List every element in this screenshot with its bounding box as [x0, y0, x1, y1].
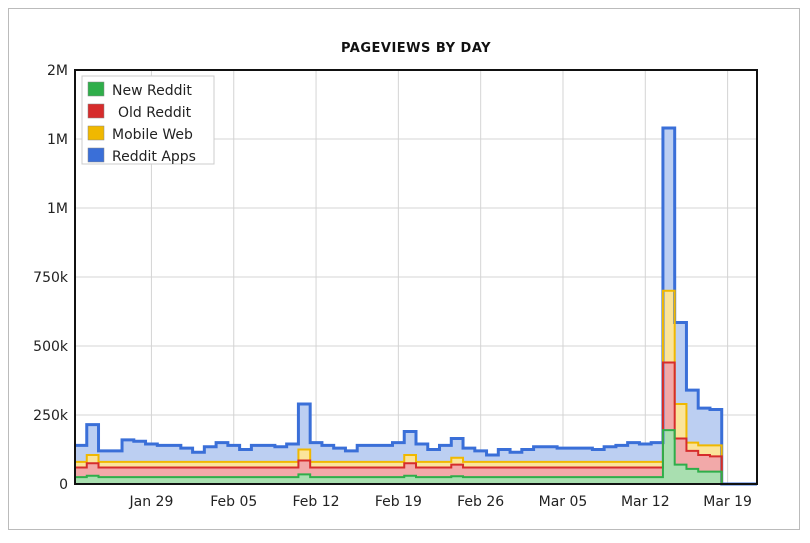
legend-label: Mobile Web — [112, 127, 193, 143]
line-new-reddit — [75, 429, 757, 485]
plot-border — [74, 69, 758, 485]
legend-label: New Reddit — [112, 83, 192, 99]
x-tick-label: Jan 29 — [129, 494, 174, 510]
y-axis: 0 250k 500k 750k 1M 1M 2M — [33, 63, 69, 493]
x-tick-label: Mar 19 — [703, 494, 752, 510]
stacked-areas — [75, 127, 757, 485]
line-reddit-apps — [75, 126, 757, 486]
y-tick-label: 1M — [47, 201, 68, 217]
line-old-reddit — [75, 361, 757, 485]
chart-frame — [8, 8, 800, 530]
legend-label: Reddit Apps — [112, 149, 196, 165]
legend-swatch — [87, 103, 105, 119]
x-tick-label: Mar 05 — [539, 494, 588, 510]
legend-swatch — [87, 125, 105, 141]
y-tick-label: 2M — [47, 63, 68, 79]
series-lines — [75, 126, 757, 486]
x-tick-label: Feb 26 — [457, 494, 504, 510]
area-new-reddit — [75, 430, 757, 484]
x-tick-label: Feb 19 — [375, 494, 422, 510]
line-mobile-web — [75, 289, 757, 485]
y-tick-label: 750k — [33, 270, 69, 286]
y-tick-label: 1M — [47, 132, 68, 148]
y-tick-label: 500k — [33, 339, 69, 355]
y-tick-label: 250k — [33, 408, 69, 424]
x-tick-label: Feb 05 — [210, 494, 257, 510]
grid — [75, 69, 757, 485]
legend-label: Old Reddit — [118, 105, 192, 121]
y-tick-label: 0 — [59, 477, 68, 493]
x-axis: Jan 29 Feb 05 Feb 12 Feb 19 Feb 26 Mar 05 Mar … — [129, 494, 752, 510]
chart-title: PAGEVIEWS BY DAY — [341, 41, 491, 56]
legend: New Reddit Old Reddit Mobile Web Reddit App… — [81, 75, 215, 165]
x-tick-label: Mar 12 — [621, 494, 670, 510]
legend-swatch — [87, 147, 105, 163]
legend-swatch — [87, 81, 105, 97]
x-tick-label: Feb 12 — [293, 494, 340, 510]
